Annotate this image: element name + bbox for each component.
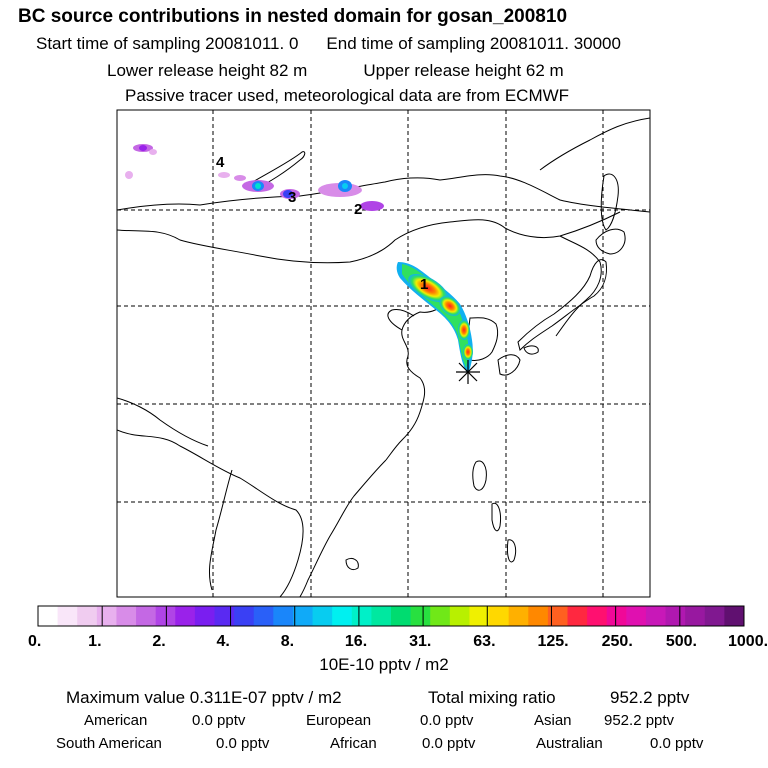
- colorbar-swatch: [508, 606, 529, 626]
- start-time-label: Start time of sampling 20081011. 0: [36, 34, 299, 53]
- colorbar-swatch: [567, 606, 588, 626]
- colorbar-swatch: [253, 606, 274, 626]
- end-time-label: End time of sampling 20081011. 30000: [326, 34, 621, 53]
- colorbar-tick-label: 31.: [409, 633, 431, 650]
- map-label-4: 4: [216, 154, 225, 171]
- colorbar-swatches: [37, 605, 745, 627]
- colorbar-swatch: [704, 606, 725, 626]
- colorbar-tick-label: 125.: [537, 633, 568, 650]
- colorbar-swatch: [645, 606, 667, 626]
- colorbar-tick-label: 16.: [345, 633, 367, 650]
- region-value: 0.0 pptv: [422, 735, 476, 752]
- colorbar-swatch: [116, 606, 137, 626]
- colorbar-tick-label: 4.: [217, 633, 230, 650]
- map-plot: 1 2 3 4: [116, 109, 651, 598]
- colorbar-swatch: [155, 606, 176, 626]
- colorbar-swatch: [292, 606, 314, 626]
- region-name: African: [330, 735, 377, 752]
- region-name: Asian: [534, 712, 572, 729]
- colorbar-swatch: [351, 606, 372, 626]
- colorbar-swatch: [214, 606, 235, 626]
- region-name: European: [306, 712, 372, 729]
- colorbar-tick-label: 2.: [152, 633, 165, 650]
- colorbar-swatch: [665, 606, 686, 626]
- region-value: 0.0 pptv: [420, 712, 474, 729]
- map-label-3: 3: [288, 189, 296, 206]
- colorbar-swatch: [136, 606, 157, 626]
- colorbar-tick-label: 0.: [28, 633, 41, 650]
- colorbar-tick-label: 250.: [602, 633, 633, 650]
- colorbar-swatch: [194, 606, 215, 626]
- colorbar-swatch: [273, 606, 294, 626]
- colorbar-swatch: [96, 606, 117, 626]
- max-value-label: Maximum value 0.311E-07 pptv / m2: [66, 688, 342, 707]
- colorbar-swatch: [606, 606, 627, 626]
- map-label-2: 2: [354, 201, 362, 218]
- colorbar-ticks: 0. 1. 2. 4. 8. 16. 31. 63. 125. 250. 500. 1000.: [28, 606, 768, 650]
- region-name: South American: [56, 735, 162, 752]
- colorbar-swatch: [587, 606, 608, 626]
- release-height-line: Lower release height 82 m Upper release h…: [107, 61, 564, 81]
- colorbar-swatch: [430, 606, 451, 626]
- colorbar-unit-label: 10E-10 pptv / m2: [319, 655, 448, 674]
- colorbar-swatch: [724, 606, 745, 626]
- chart-title: BC source contributions in nested domain…: [18, 6, 568, 27]
- sampling-time-line: Start time of sampling 20081011. 0 End ti…: [36, 34, 621, 54]
- total-mixing-label: Total mixing ratio: [428, 688, 556, 707]
- total-mixing-value: 952.2 pptv: [610, 688, 690, 707]
- colorbar-swatch: [410, 606, 431, 626]
- colorbar-swatch: [234, 606, 255, 626]
- colorbar-swatch: [57, 606, 78, 626]
- colorbar-tick-label: 500.: [666, 633, 697, 650]
- region-name: Australian: [536, 735, 603, 752]
- colorbar-swatch: [449, 606, 470, 626]
- lower-release-label: Lower release height 82 m: [107, 61, 308, 80]
- colorbar-swatch: [332, 606, 353, 626]
- region-value: 952.2 pptv: [604, 712, 675, 729]
- colorbar-swatch: [77, 606, 98, 626]
- colorbar: 0. 1. 2. 4. 8. 16. 31. 63. 125. 250. 500. 1000. 10E…: [28, 605, 768, 674]
- colorbar-swatch: [175, 606, 196, 626]
- colorbar-swatch: [547, 606, 568, 626]
- colorbar-swatch: [489, 606, 510, 626]
- colorbar-swatch: [469, 606, 490, 626]
- receptor-marker: [456, 360, 480, 384]
- colorbar-tick-label: 63.: [473, 633, 495, 650]
- colorbar-swatch: [38, 606, 59, 626]
- colorbar-tick-label: 1000.: [728, 633, 768, 650]
- region-name: American: [84, 712, 148, 729]
- region-value: 0.0 pptv: [216, 735, 270, 752]
- map-frame: [116, 109, 651, 598]
- plume-layer: [125, 144, 473, 374]
- colorbar-border: [37, 605, 745, 627]
- colorbar-swatch: [685, 606, 706, 626]
- gridlines: [117, 110, 650, 597]
- region-value: 0.0 pptv: [192, 712, 246, 729]
- colorbar-swatch: [626, 606, 647, 626]
- colorbar-tick-label: 8.: [281, 633, 294, 650]
- colorbar-swatch: [528, 606, 549, 626]
- colorbar-tick-label: 1.: [88, 633, 101, 650]
- colorbar-swatch: [371, 606, 392, 626]
- colorbar-swatch: [312, 606, 333, 626]
- colorbar-swatch: [391, 606, 412, 626]
- region-value: 0.0 pptv: [650, 735, 704, 752]
- map-label-1: 1: [420, 276, 428, 293]
- upper-release-label: Upper release height 62 m: [363, 61, 564, 80]
- plume-hotspot-main: [408, 274, 448, 302]
- tracer-note: Passive tracer used, meteorological data…: [125, 86, 570, 105]
